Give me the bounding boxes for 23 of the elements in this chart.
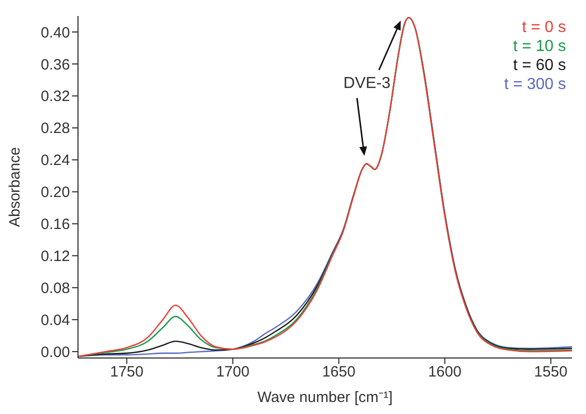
text: t = 60 s	[512, 56, 566, 75]
y-tick-label: 0.08	[40, 280, 70, 298]
x-tick-label: 1750	[110, 364, 144, 381]
y-tick-label: 0.04	[40, 312, 70, 329]
y-tick-label: 0.40	[40, 24, 70, 42]
x-tick-label: 1650	[322, 364, 356, 381]
y-tick-label: 0.12	[40, 248, 70, 266]
text: t = 0 s	[520, 18, 566, 37]
y-tick-label: 0.20	[40, 184, 70, 202]
text: t = 10 s	[512, 37, 566, 56]
y-axis-title: Absorbance	[6, 146, 24, 228]
text: t = 300 s	[504, 75, 566, 94]
annotation: DVE-3	[343, 75, 391, 92]
x-tick-label: 1550	[534, 364, 568, 381]
y-tick-label: 0.32	[40, 88, 70, 106]
x-tick-label: 1700	[216, 364, 250, 381]
y-tick-label: 0.00	[40, 344, 70, 361]
y-tick-label: 0.24	[40, 152, 70, 170]
x-axis-title: Wave number [cm⁻¹]	[257, 389, 393, 406]
y-tick-label: 0.36	[40, 56, 70, 74]
y-tick-label: 0.28	[40, 120, 70, 138]
x-tick-label: 1600	[428, 364, 462, 381]
y-tick-label: 0.16	[40, 216, 70, 234]
